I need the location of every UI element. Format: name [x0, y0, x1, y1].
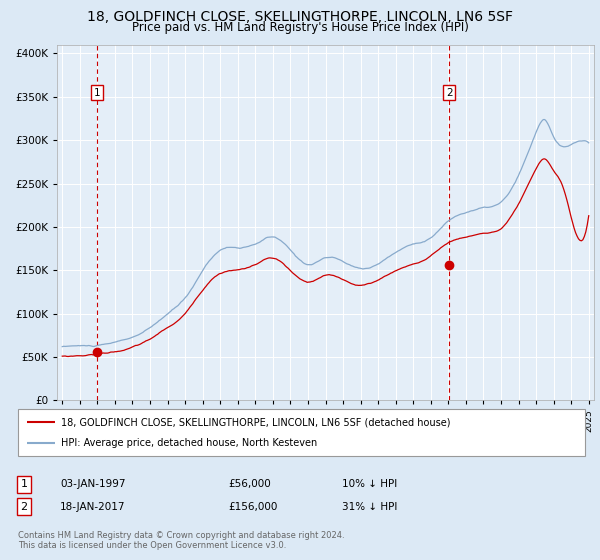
- Text: 1: 1: [94, 87, 101, 97]
- Text: £156,000: £156,000: [228, 502, 277, 512]
- Text: 18, GOLDFINCH CLOSE, SKELLINGTHORPE, LINCOLN, LN6 5SF: 18, GOLDFINCH CLOSE, SKELLINGTHORPE, LIN…: [87, 10, 513, 24]
- Text: 31% ↓ HPI: 31% ↓ HPI: [342, 502, 397, 512]
- Text: 10% ↓ HPI: 10% ↓ HPI: [342, 479, 397, 489]
- Text: Contains HM Land Registry data © Crown copyright and database right 2024.
This d: Contains HM Land Registry data © Crown c…: [18, 531, 344, 550]
- Text: £56,000: £56,000: [228, 479, 271, 489]
- Text: 03-JAN-1997: 03-JAN-1997: [60, 479, 125, 489]
- Text: HPI: Average price, detached house, North Kesteven: HPI: Average price, detached house, Nort…: [61, 438, 317, 448]
- Text: 2: 2: [20, 502, 28, 512]
- Text: Price paid vs. HM Land Registry's House Price Index (HPI): Price paid vs. HM Land Registry's House …: [131, 21, 469, 34]
- Text: 18, GOLDFINCH CLOSE, SKELLINGTHORPE, LINCOLN, LN6 5SF (detached house): 18, GOLDFINCH CLOSE, SKELLINGTHORPE, LIN…: [61, 417, 450, 427]
- Text: 2: 2: [446, 87, 452, 97]
- Text: 1: 1: [20, 479, 28, 489]
- Text: 18-JAN-2017: 18-JAN-2017: [60, 502, 125, 512]
